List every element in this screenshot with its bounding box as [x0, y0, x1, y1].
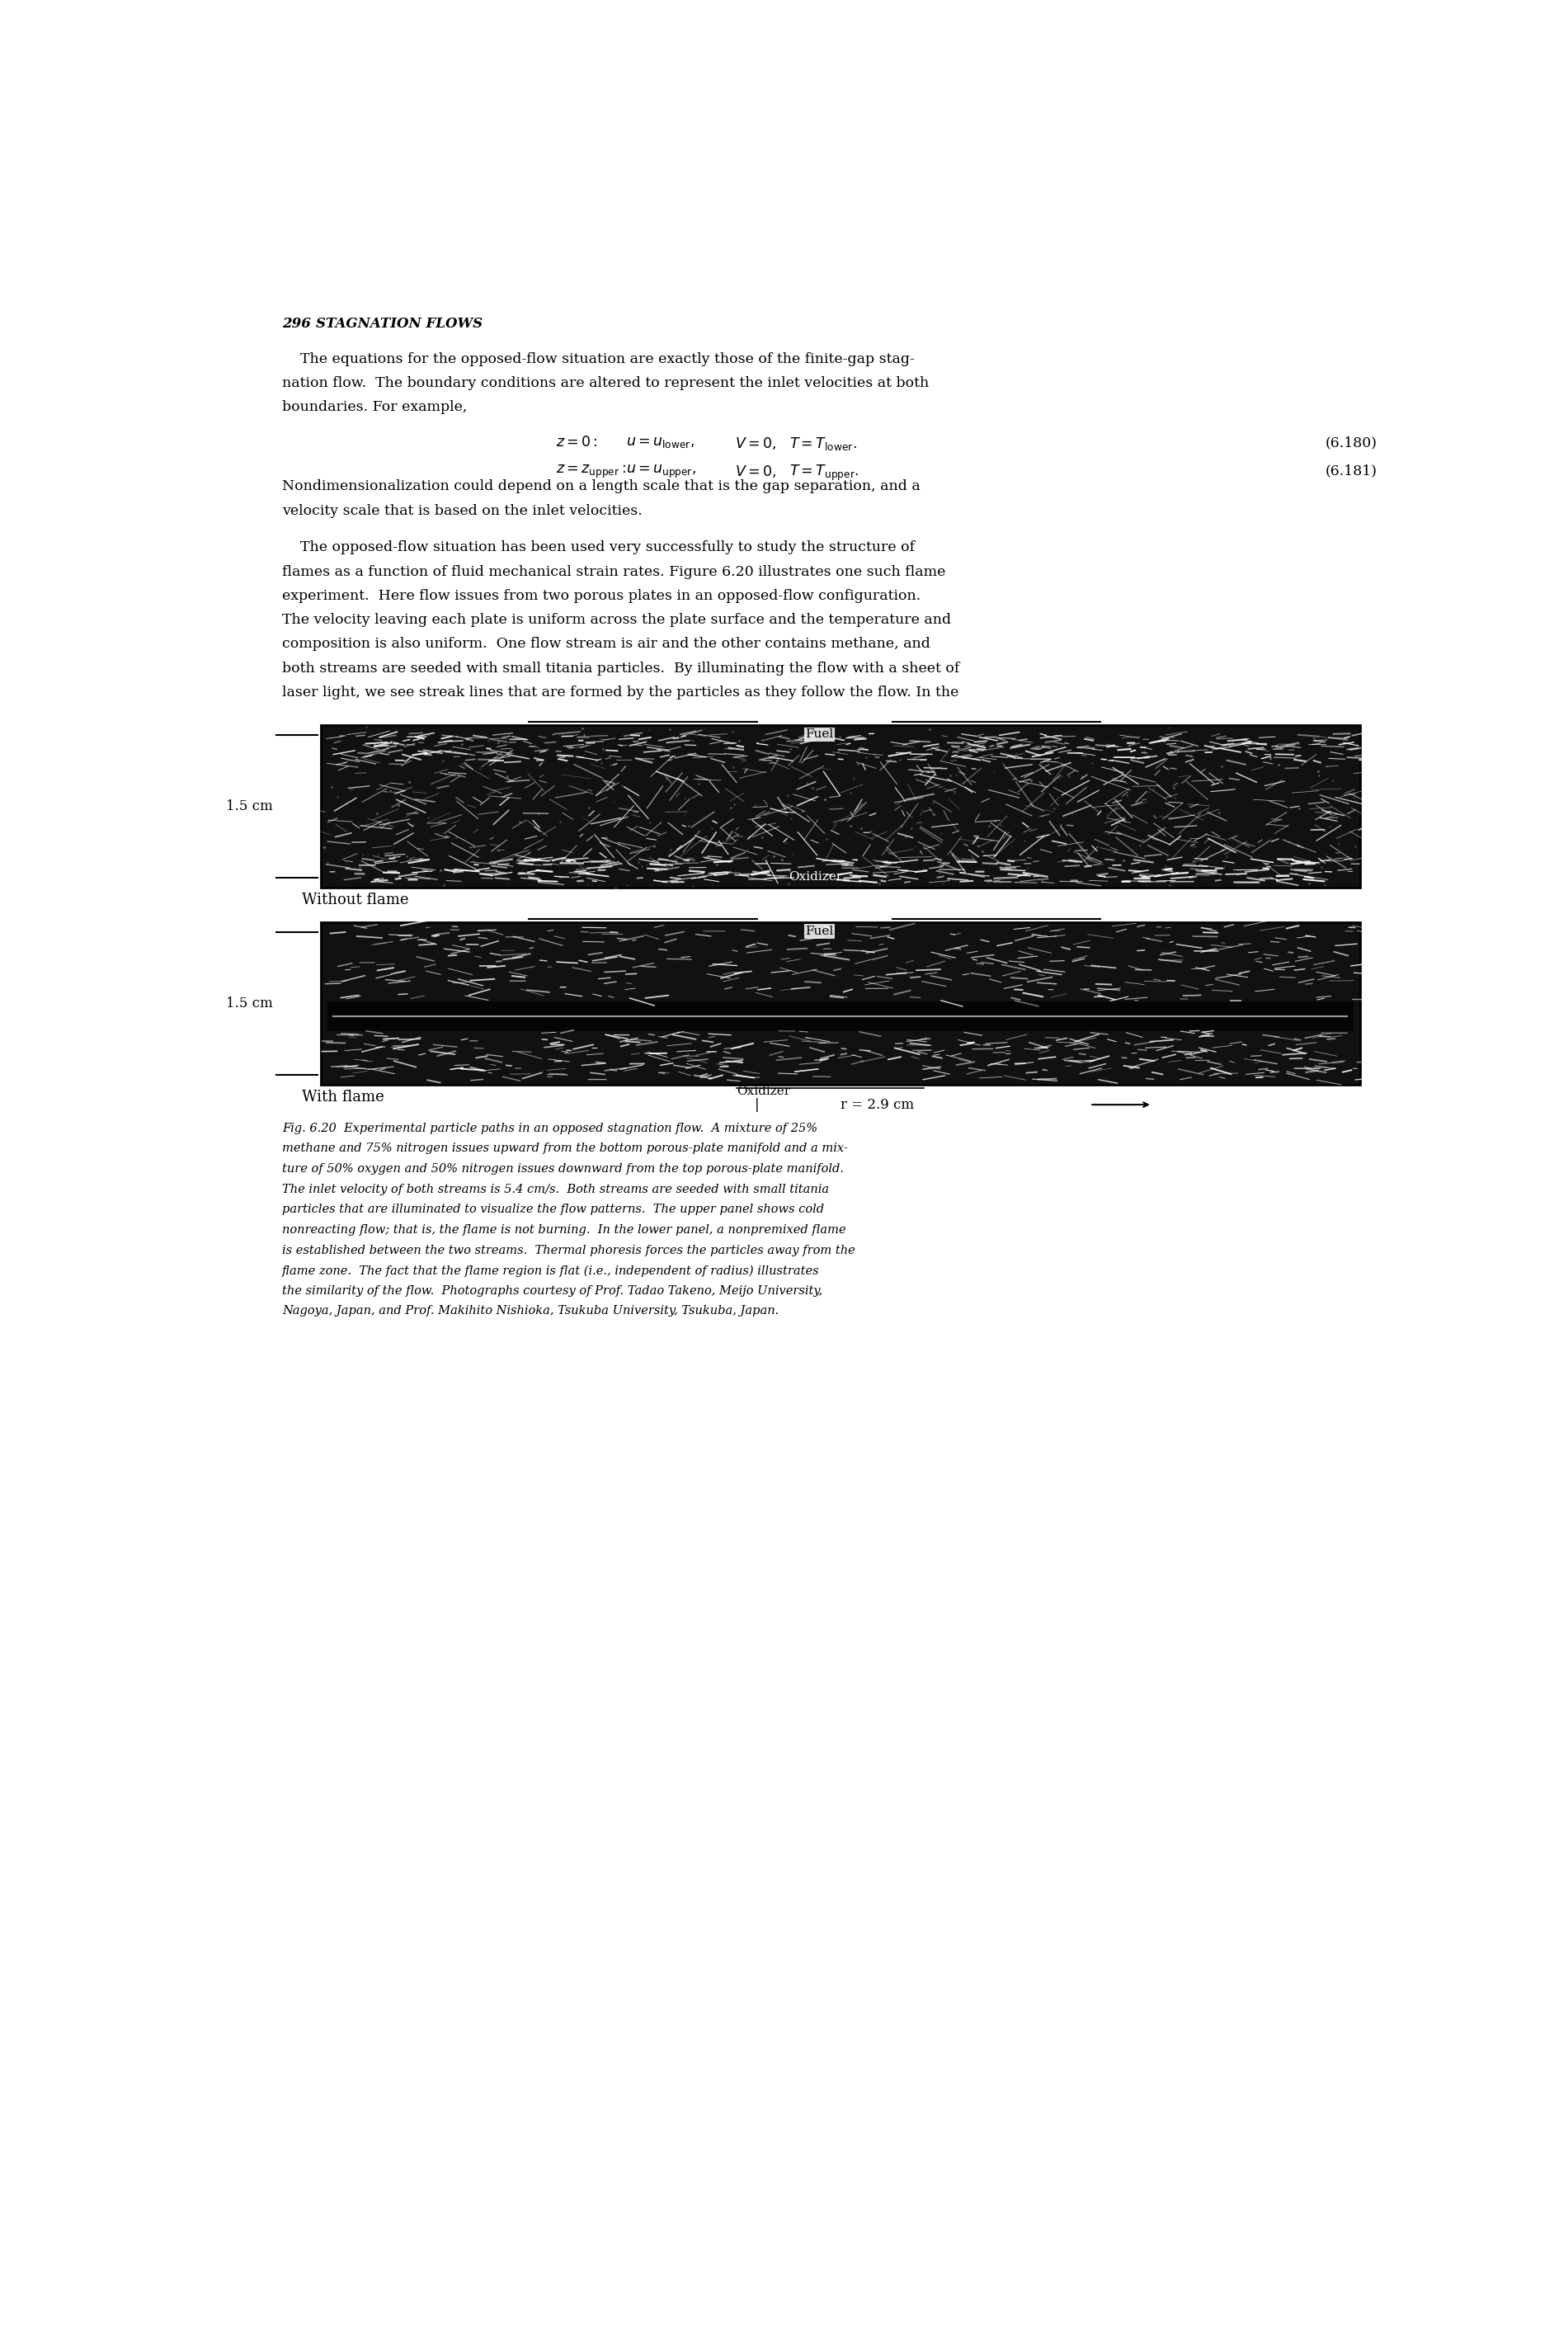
Text: boundaries. For example,: boundaries. For example,	[282, 400, 467, 414]
Text: ture of 50% oxygen and 50% nitrogen issues downward from the top porous-plate ma: ture of 50% oxygen and 50% nitrogen issu…	[282, 1164, 844, 1176]
Text: STAGNATION FLOWS: STAGNATION FLOWS	[315, 317, 483, 331]
Text: flames as a function of fluid mechanical strain rates. Figure 6.20 illustrates o: flames as a function of fluid mechanical…	[282, 564, 946, 578]
Text: With flame: With flame	[301, 1089, 384, 1105]
Text: Oxidizer: Oxidizer	[789, 870, 842, 882]
Text: composition is also uniform.  One flow stream is air and the other contains meth: composition is also uniform. One flow st…	[282, 637, 930, 651]
Bar	[328, 1002, 1353, 1030]
Text: The equations for the opposed-flow situation are exactly those of the finite-gap: The equations for the opposed-flow situa…	[282, 353, 914, 367]
Text: r = 2.9 cm: r = 2.9 cm	[840, 1098, 914, 1112]
Bar	[320, 726, 1359, 886]
Text: The inlet velocity of both streams is 5.4 cm/s.  Both streams are seeded with sm: The inlet velocity of both streams is 5.…	[282, 1183, 829, 1194]
Text: both streams are seeded with small titania particles.  By illuminating the flow : both streams are seeded with small titan…	[282, 661, 960, 675]
Text: Nondimensionalization could depend on a length scale that is the gap separation,: Nondimensionalization could depend on a …	[282, 480, 920, 494]
Text: Fuel: Fuel	[806, 729, 834, 741]
Text: Without flame: Without flame	[301, 893, 408, 907]
Text: flame zone.  The fact that the flame region is flat (i.e., independent of radius: flame zone. The fact that the flame regi…	[282, 1265, 820, 1277]
Text: $u = u_{\mathrm{upper}},$: $u = u_{\mathrm{upper}},$	[626, 463, 696, 480]
Text: nonreacting flow; that is, the flame is not burning.  In the lower panel, a nonp: nonreacting flow; that is, the flame is …	[282, 1225, 847, 1237]
Text: experiment.  Here flow issues from two porous plates in an opposed-flow configur: experiment. Here flow issues from two po…	[282, 588, 920, 602]
Text: The velocity leaving each plate is uniform across the plate surface and the temp: The velocity leaving each plate is unifo…	[282, 614, 952, 628]
Text: methane and 75% nitrogen issues upward from the bottom porous-plate manifold and: methane and 75% nitrogen issues upward f…	[282, 1143, 848, 1154]
Text: is established between the two streams.  Thermal phoresis forces the particles a: is established between the two streams. …	[282, 1244, 856, 1255]
Bar	[320, 922, 1359, 1084]
Text: 1.5 cm: 1.5 cm	[226, 799, 273, 813]
Text: the similarity of the flow.  Photographs courtesy of Prof. Tadao Takeno, Meijo U: the similarity of the flow. Photographs …	[282, 1286, 823, 1298]
Text: (6.181): (6.181)	[1325, 463, 1377, 477]
Text: particles that are illuminated to visualize the flow patterns.  The upper panel : particles that are illuminated to visual…	[282, 1204, 825, 1215]
Text: Fuel: Fuel	[806, 926, 834, 938]
Text: $z = 0:$: $z = 0:$	[557, 435, 597, 449]
Text: $V = 0,$: $V = 0,$	[735, 463, 776, 480]
Text: Fig. 6.20  Experimental particle paths in an opposed stagnation flow.  A mixture: Fig. 6.20 Experimental particle paths in…	[282, 1121, 818, 1133]
Text: $T = T_{\mathrm{lower}}.$: $T = T_{\mathrm{lower}}.$	[789, 435, 856, 451]
Text: (6.180): (6.180)	[1325, 435, 1377, 449]
Text: Oxidizer: Oxidizer	[737, 1086, 790, 1098]
Text: $V = 0,$: $V = 0,$	[735, 435, 776, 451]
Text: The opposed-flow situation has been used very successfully to study the structur: The opposed-flow situation has been used…	[282, 541, 916, 555]
Text: |: |	[754, 1098, 759, 1112]
Text: $T = T_{\mathrm{upper}}.$: $T = T_{\mathrm{upper}}.$	[789, 463, 859, 482]
Text: 1.5 cm: 1.5 cm	[226, 997, 273, 1011]
Text: $z = z_{\mathrm{upper}}:$: $z = z_{\mathrm{upper}}:$	[557, 463, 626, 480]
Text: $u = u_{\mathrm{lower}},$: $u = u_{\mathrm{lower}},$	[626, 435, 695, 449]
Text: 296: 296	[282, 317, 310, 331]
Text: velocity scale that is based on the inlet velocities.: velocity scale that is based on the inle…	[282, 503, 643, 517]
Text: laser light, we see streak lines that are formed by the particles as they follow: laser light, we see streak lines that ar…	[282, 686, 960, 701]
Text: Nagoya, Japan, and Prof. Makihito Nishioka, Tsukuba University, Tsukuba, Japan.: Nagoya, Japan, and Prof. Makihito Nishio…	[282, 1305, 779, 1317]
Text: nation flow.  The boundary conditions are altered to represent the inlet velocit: nation flow. The boundary conditions are…	[282, 376, 930, 390]
